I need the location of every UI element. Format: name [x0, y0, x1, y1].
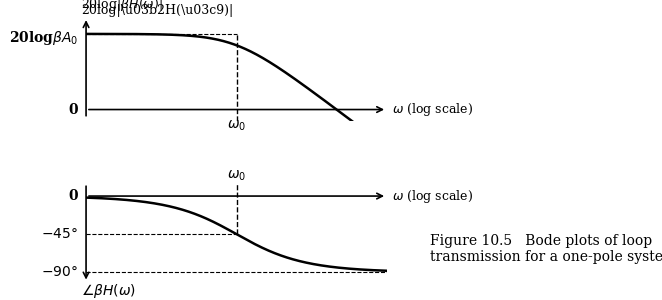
- Text: 0: 0: [68, 103, 78, 116]
- Text: Figure 10.5   Bode plots of loop
transmission for a one-pole system.: Figure 10.5 Bode plots of loop transmiss…: [430, 234, 662, 264]
- Text: $-45°$: $-45°$: [41, 227, 78, 241]
- Text: 20log|$\beta H(\omega)$|: 20log|$\beta H(\omega)$|: [81, 0, 163, 13]
- Text: 20log|\u03b2H(\u03c9)|: 20log|\u03b2H(\u03c9)|: [81, 4, 233, 17]
- Text: $\omega$ (log scale): $\omega$ (log scale): [392, 101, 473, 118]
- Text: $\omega$ (log scale): $\omega$ (log scale): [392, 188, 473, 205]
- Text: 20log$\beta A_0$: 20log$\beta A_0$: [9, 29, 78, 47]
- Text: 0: 0: [68, 189, 78, 203]
- Text: $\omega_0$: $\omega_0$: [227, 169, 246, 183]
- Text: $\angle\beta H(\omega)$: $\angle\beta H(\omega)$: [81, 283, 136, 300]
- Text: $\omega_0$: $\omega_0$: [227, 118, 246, 133]
- Text: $-90°$: $-90°$: [41, 265, 78, 279]
